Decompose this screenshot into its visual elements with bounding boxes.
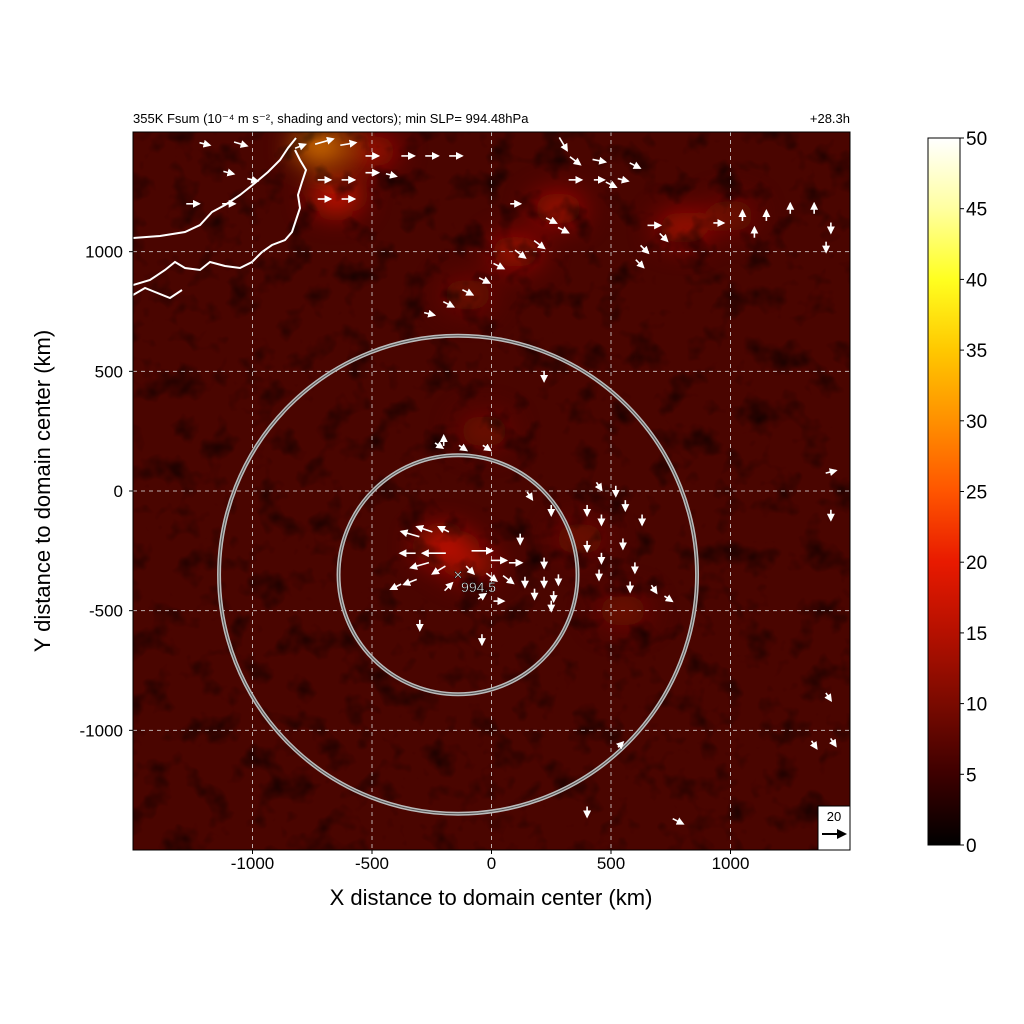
vector-arrow xyxy=(809,740,818,750)
vector-arrow xyxy=(672,817,685,825)
vector-arrow xyxy=(605,180,618,188)
vector-arrow xyxy=(828,737,837,748)
vector-arrow xyxy=(462,288,475,296)
storm-center-marker: × 994.5 xyxy=(453,567,496,595)
vector-arrow xyxy=(431,565,446,575)
vector-arrow xyxy=(649,584,658,595)
y-axis-ticks: 1000 500 0 -500 -1000 xyxy=(80,243,133,740)
vector-arrow xyxy=(465,565,476,576)
y-tick-label: 500 xyxy=(95,362,123,381)
vector-arrow xyxy=(415,524,433,533)
vector-arrow xyxy=(635,259,645,269)
vector-arrow xyxy=(340,139,358,148)
x-axis-ticks: -1000 -500 0 500 1000 xyxy=(231,850,750,873)
vector-arrow xyxy=(533,239,546,250)
vector-arrow xyxy=(442,300,456,308)
vector-arrow xyxy=(477,592,488,601)
vector-arrow xyxy=(482,443,492,452)
colorbar xyxy=(927,137,961,846)
vector-arrow xyxy=(615,740,625,750)
vector-arrow xyxy=(569,156,582,166)
colorbar-tick-label: 5 xyxy=(966,765,977,786)
vector-arrow xyxy=(664,594,674,603)
vector-arrow xyxy=(314,136,335,145)
vector-arrow xyxy=(437,525,450,534)
y-tick-label: -1000 xyxy=(80,721,123,740)
vector-arrow xyxy=(233,140,249,148)
vector-arrow xyxy=(423,309,437,318)
range-ring-core xyxy=(338,454,579,695)
vector-arrow xyxy=(592,156,608,165)
vector-arrow xyxy=(824,692,832,703)
vector-arrow xyxy=(558,137,568,152)
y-tick-label: 1000 xyxy=(85,243,123,262)
vector-arrow xyxy=(444,581,454,592)
vector-arrow xyxy=(502,575,515,585)
y-tick-label: 0 xyxy=(114,482,123,501)
vector-arrow xyxy=(458,443,469,452)
vector-arrow xyxy=(493,262,506,270)
storm-center-x: × xyxy=(453,567,462,584)
colorbar-tick-label: 0 xyxy=(966,836,977,857)
vector-arrow xyxy=(825,468,838,476)
x-tick-label: 0 xyxy=(487,854,496,873)
vector-arrow xyxy=(557,226,570,234)
colorbar-tick-label: 35 xyxy=(966,341,987,362)
vector-field xyxy=(186,136,838,825)
vector-arrow xyxy=(223,168,236,177)
chart-title: 355K Fsum (10⁻⁴ m s⁻², shading and vecto… xyxy=(133,111,529,126)
vector-arrow xyxy=(617,175,630,184)
vector-arrow xyxy=(389,582,402,591)
colorbar-tick-label: 10 xyxy=(966,695,987,716)
colorbar-tick-label: 25 xyxy=(966,483,987,504)
x-axis-label: X distance to domain center (km) xyxy=(330,885,653,910)
vector-arrow xyxy=(639,244,650,255)
chart-subtitle: +28.3h xyxy=(810,111,850,126)
x-tick-label: 1000 xyxy=(712,854,750,873)
vector-arrow xyxy=(294,142,307,151)
reference-vector-key: 20 xyxy=(817,805,851,851)
colorbar-tick-label: 20 xyxy=(966,553,987,574)
y-tick-label: -500 xyxy=(89,602,123,621)
vector-arrow xyxy=(629,161,642,169)
x-tick-label: -500 xyxy=(355,854,389,873)
field-texture xyxy=(133,132,850,850)
vector-arrow xyxy=(247,175,260,184)
vector-arrow xyxy=(514,249,527,259)
vector-arrow xyxy=(525,491,534,502)
vector-arrow xyxy=(402,578,418,586)
colorbar-tick-label: 45 xyxy=(966,200,987,221)
reference-vector-box xyxy=(817,805,851,851)
colorbar-tick-label: 15 xyxy=(966,624,987,645)
colorbar-tick-label: 30 xyxy=(966,412,987,433)
colorbar-tick-label: 50 xyxy=(966,129,987,150)
vector-arrow xyxy=(545,216,558,224)
vector-arrow xyxy=(478,276,491,284)
vector-arrow xyxy=(485,572,498,583)
vector-arrow xyxy=(409,561,430,570)
x-tick-label: 500 xyxy=(597,854,625,873)
vector-arrow xyxy=(434,441,445,450)
vector-arrow xyxy=(594,481,603,492)
colorbar-tick-label: 40 xyxy=(966,270,987,291)
range-ring-core xyxy=(218,335,698,815)
vector-arrow xyxy=(199,139,212,148)
storm-center-label: 994.5 xyxy=(461,579,496,595)
plot-area: × 994.5 xyxy=(133,132,850,850)
range-rings xyxy=(217,333,700,816)
x-tick-label: -1000 xyxy=(231,854,274,873)
vector-arrow xyxy=(385,170,398,179)
vector-arrow xyxy=(659,232,669,243)
y-axis-label: Y distance to domain center (km) xyxy=(30,330,55,652)
reference-vector-value: 20 xyxy=(827,809,841,824)
vector-arrow xyxy=(399,529,420,538)
colorbar-ticks: 0 5 10 15 20 25 30 35 40 45 50 xyxy=(960,129,987,857)
